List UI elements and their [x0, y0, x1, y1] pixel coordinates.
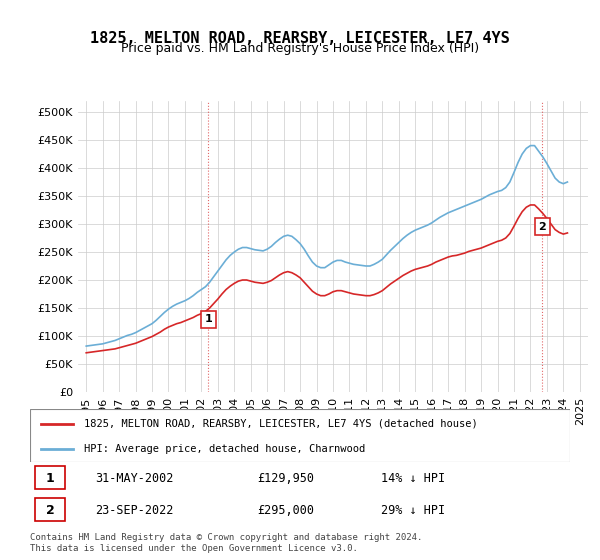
- Text: 1: 1: [46, 472, 55, 485]
- Text: 1825, MELTON ROAD, REARSBY, LEICESTER, LE7 4YS: 1825, MELTON ROAD, REARSBY, LEICESTER, L…: [90, 31, 510, 46]
- Text: 1: 1: [205, 314, 212, 324]
- Text: 23-SEP-2022: 23-SEP-2022: [95, 504, 173, 517]
- FancyBboxPatch shape: [30, 409, 570, 462]
- FancyBboxPatch shape: [35, 466, 65, 489]
- Text: 1825, MELTON ROAD, REARSBY, LEICESTER, LE7 4YS (detached house): 1825, MELTON ROAD, REARSBY, LEICESTER, L…: [84, 419, 478, 429]
- Text: £129,950: £129,950: [257, 472, 314, 485]
- Text: £295,000: £295,000: [257, 504, 314, 517]
- Text: 2: 2: [46, 504, 55, 517]
- Text: 14% ↓ HPI: 14% ↓ HPI: [381, 472, 445, 485]
- Text: Contains HM Land Registry data © Crown copyright and database right 2024.
This d: Contains HM Land Registry data © Crown c…: [30, 533, 422, 553]
- Text: 31-MAY-2002: 31-MAY-2002: [95, 472, 173, 485]
- FancyBboxPatch shape: [35, 498, 65, 521]
- Text: 2: 2: [539, 222, 547, 232]
- Text: HPI: Average price, detached house, Charnwood: HPI: Average price, detached house, Char…: [84, 444, 365, 454]
- Text: Price paid vs. HM Land Registry's House Price Index (HPI): Price paid vs. HM Land Registry's House …: [121, 42, 479, 55]
- Text: 29% ↓ HPI: 29% ↓ HPI: [381, 504, 445, 517]
